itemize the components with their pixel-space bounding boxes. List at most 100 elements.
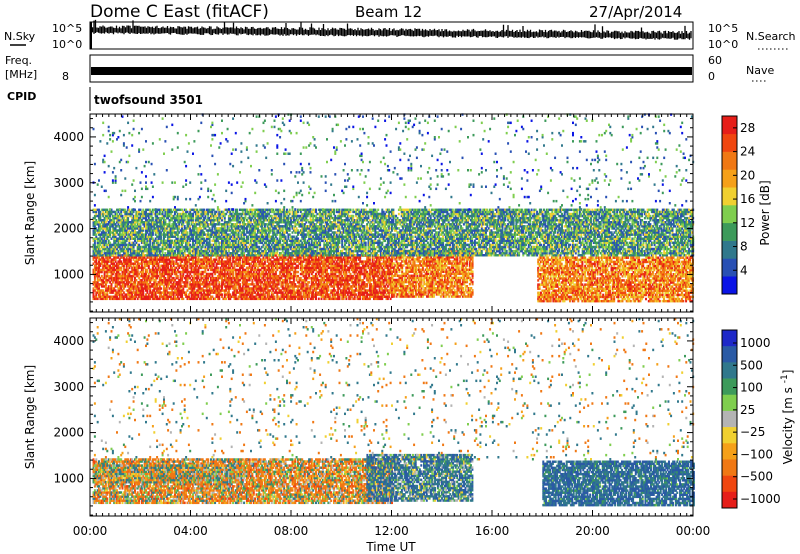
echo-cell: [196, 298, 198, 300]
echo-cell: [362, 279, 364, 281]
echo-cell: [472, 289, 474, 291]
echo-cell: [307, 298, 309, 300]
echo-cell: [540, 292, 542, 294]
echo-cell: [325, 263, 327, 265]
echo-cell: [340, 285, 342, 287]
echo-cell: [185, 291, 187, 293]
echo-cell: [416, 273, 418, 275]
echo-cell: [239, 285, 241, 287]
echo-cell: [456, 260, 458, 262]
echo-cell: [167, 285, 169, 287]
echo-cell: [167, 298, 169, 300]
echo-cell: [354, 296, 356, 298]
echo-cell: [456, 256, 458, 258]
echo-cell: [104, 269, 106, 271]
echo-cell: [472, 273, 474, 275]
echo-cell: [137, 285, 139, 287]
echo-cell: [94, 279, 96, 281]
echo-cell: [357, 269, 359, 271]
echo-cell: [134, 298, 136, 300]
echo-cell: [443, 283, 445, 285]
echo-cell: [308, 296, 310, 298]
echo-cell: [547, 257, 549, 259]
echo-cell: [106, 291, 108, 293]
echo-cell: [296, 279, 298, 281]
echo-cell: [341, 263, 343, 265]
echo-cell: [177, 275, 179, 277]
echo-cell: [229, 293, 231, 295]
echo-cell: [343, 298, 345, 300]
echo-cell: [396, 295, 398, 297]
echo-cell: [369, 275, 371, 277]
echo-cell: [170, 296, 172, 298]
power-data: [93, 113, 695, 302]
echo-cell: [225, 298, 227, 300]
echo-cell: [327, 287, 329, 289]
echo-cell: [263, 256, 265, 258]
echo-cell: [249, 279, 251, 281]
echo-cell: [340, 256, 342, 258]
echo-cell: [276, 285, 278, 287]
echo-cell: [137, 298, 139, 300]
figure-title: Dome C East (fitACF): [90, 2, 269, 22]
echo-cell: [456, 283, 458, 285]
echo-cell: [469, 283, 471, 285]
echo-cell: [276, 269, 278, 271]
echo-cell: [472, 271, 474, 273]
echo-cell: [318, 298, 320, 300]
echo-cell: [222, 256, 224, 258]
echo-cell: [130, 258, 132, 260]
echo-cell: [163, 285, 165, 287]
echo-cell: [206, 265, 208, 267]
echo-cell: [141, 285, 143, 287]
echo-cell: [466, 279, 468, 281]
echo-cell: [218, 298, 220, 300]
echo-cell: [151, 279, 153, 281]
echo-cell: [95, 258, 97, 260]
echo-cell: [274, 298, 276, 300]
echo-cell: [101, 271, 103, 273]
echo-cell: [272, 263, 274, 265]
echo-cell: [358, 281, 360, 283]
echo-cell: [447, 283, 449, 285]
echo-cell: [445, 295, 447, 297]
echo-cell: [421, 283, 423, 285]
echo-cell: [105, 285, 107, 287]
echo-cell: [239, 263, 241, 265]
echo-cell: [463, 293, 465, 295]
echo-cell: [332, 263, 334, 265]
echo-cell: [187, 269, 189, 271]
echo-cell: [470, 295, 472, 297]
echo-cell: [211, 296, 213, 298]
echo-cell: [286, 279, 288, 281]
echo-cell: [221, 285, 223, 287]
echo-cell: [444, 277, 446, 279]
echo-cell: [142, 291, 144, 293]
echo-cell: [238, 298, 240, 300]
echo-cell: [397, 266, 399, 268]
echo-cell: [419, 256, 421, 258]
echo-cell: [386, 263, 388, 265]
echo-cell: [314, 285, 316, 287]
echo-cell: [390, 269, 392, 271]
echo-cell: [465, 266, 467, 268]
echo-cell: [358, 263, 360, 265]
echo-cell: [543, 300, 545, 302]
echo-cell: [207, 279, 209, 281]
echo-cell: [293, 287, 295, 289]
echo-cell: [141, 263, 143, 265]
echo-cell: [155, 279, 157, 281]
echo-cell: [433, 295, 435, 297]
echo-cell: [327, 273, 329, 275]
echo-cell: [207, 269, 209, 271]
echo-cell: [348, 269, 350, 271]
echo-cell: [472, 277, 474, 279]
echo-cell: [379, 271, 381, 273]
echo-cell: [452, 266, 454, 268]
echo-cell: [294, 298, 296, 300]
nsky-label: N.Sky: [4, 30, 36, 43]
echo-cell: [204, 269, 206, 271]
echo-cell: [149, 298, 151, 300]
echo-cell: [443, 293, 445, 295]
echo-cell: [229, 298, 231, 300]
